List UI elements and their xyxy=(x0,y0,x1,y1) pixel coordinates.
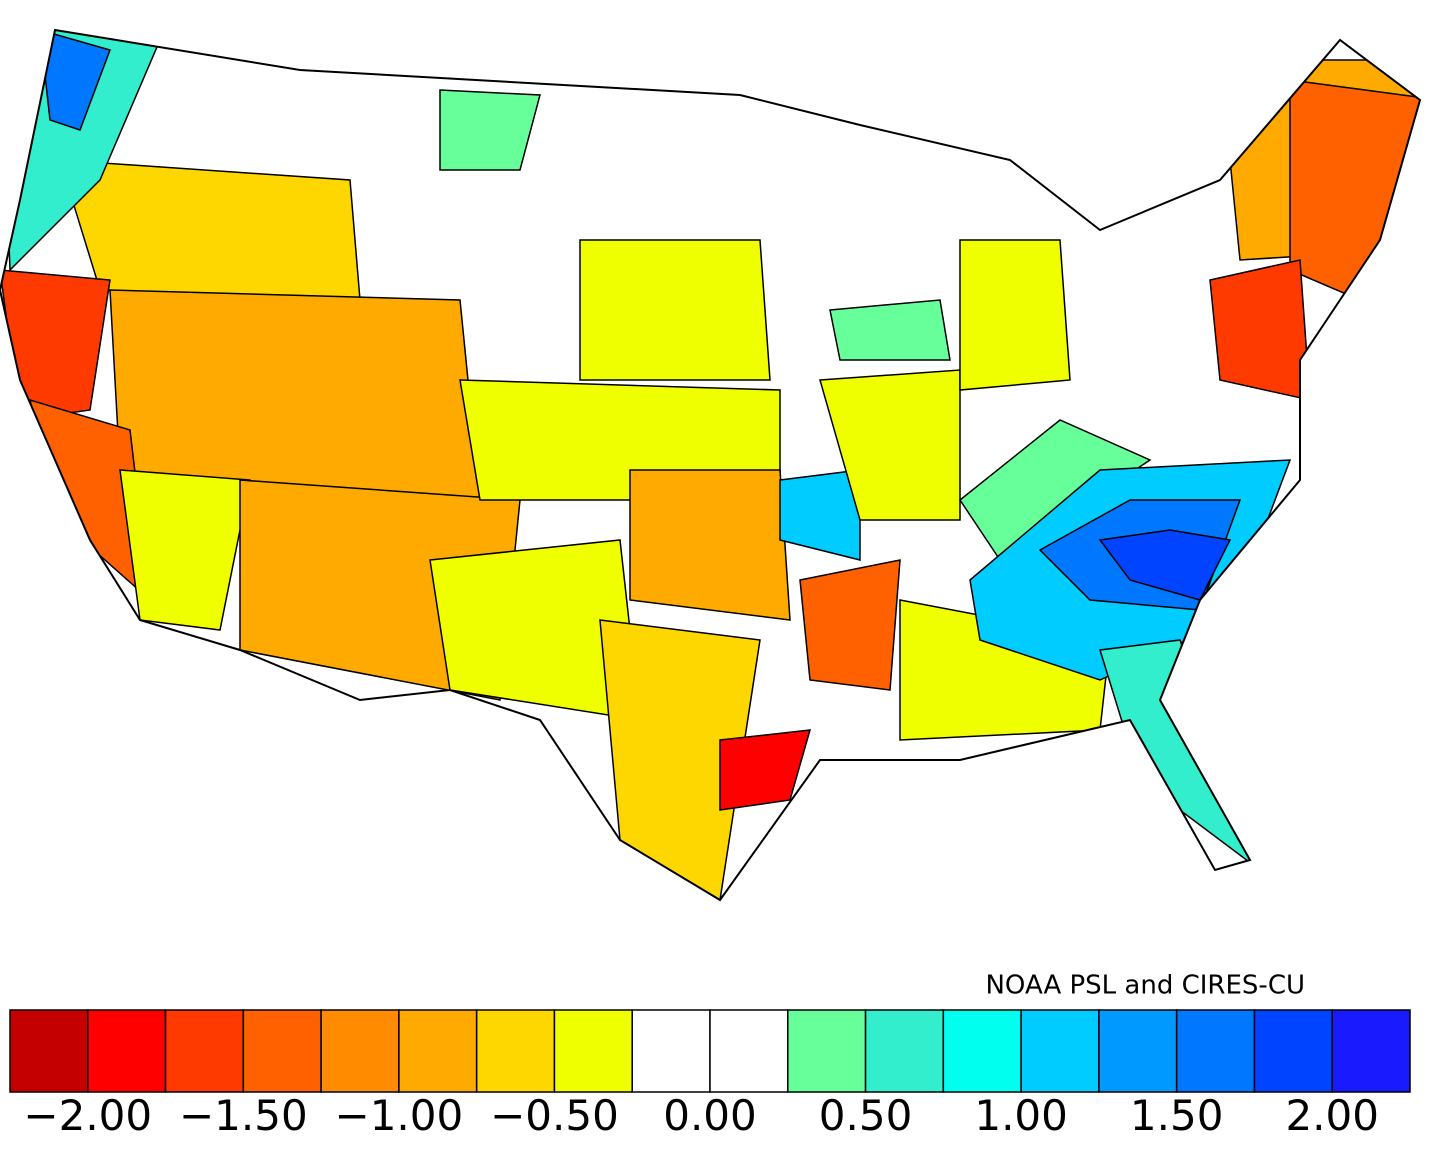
colorbar-tick-label: 0.50 xyxy=(819,1091,913,1140)
colorbar-swatch xyxy=(864,1009,945,1093)
region xyxy=(799,559,901,691)
colorbar-swatch xyxy=(1020,1009,1100,1093)
region xyxy=(1098,529,1232,601)
colorbar-swatch xyxy=(1098,1009,1178,1093)
region xyxy=(119,469,251,631)
region xyxy=(599,619,761,900)
colorbar-swatch xyxy=(709,1009,789,1093)
colorbar-swatch xyxy=(9,1009,89,1093)
colorbar-tick-label: −0.50 xyxy=(490,1091,619,1140)
colorbar-tick-label: 1.00 xyxy=(974,1091,1068,1140)
region xyxy=(109,289,481,501)
colorbar-tick-label: −1.50 xyxy=(179,1091,308,1140)
us-outline xyxy=(0,28,1422,902)
region xyxy=(958,419,1152,562)
colorbar-swatch xyxy=(1253,1009,1333,1093)
colorbar-swatch xyxy=(1331,1009,1411,1093)
region xyxy=(959,239,1071,391)
colorbar-tick-label: −1.00 xyxy=(335,1091,464,1140)
region xyxy=(1209,259,1311,401)
colorbar: −2.00 −1.50 −1.00 −0.50 0.00 0.50 1.00 1.50 2.00 xyxy=(9,1009,1411,1140)
map xyxy=(0,30,1420,900)
region xyxy=(1289,79,1420,301)
region xyxy=(819,369,961,521)
region xyxy=(629,469,791,621)
colorbar-swatch xyxy=(475,1009,556,1093)
region xyxy=(39,30,111,131)
colorbar-swatch xyxy=(87,1009,167,1093)
colorbar-swatch xyxy=(320,1009,400,1093)
region xyxy=(579,239,771,381)
region xyxy=(829,299,951,361)
colorbar-swatch xyxy=(398,1009,478,1093)
colorbar-swatch xyxy=(1175,1009,1256,1093)
colorbar-swatch xyxy=(942,1009,1022,1093)
colorbar-swatch xyxy=(787,1009,867,1093)
colorbar-swatch xyxy=(242,1009,322,1093)
region xyxy=(719,729,812,811)
colorbar-swatch xyxy=(164,1009,245,1093)
colorbar-swatch xyxy=(631,1009,711,1093)
region xyxy=(439,89,541,171)
region xyxy=(779,469,861,561)
colorbar-tick-label: 1.50 xyxy=(1130,1091,1224,1140)
colorbar-tick-label: −2.00 xyxy=(23,1091,152,1140)
colorbar-tick-label: 2.00 xyxy=(1285,1091,1379,1140)
colorbar-swatch xyxy=(553,1009,633,1093)
colorbar-tick-label: 0.00 xyxy=(663,1091,757,1140)
credit: NOAA PSL and CIRES-CU xyxy=(985,971,1305,1001)
